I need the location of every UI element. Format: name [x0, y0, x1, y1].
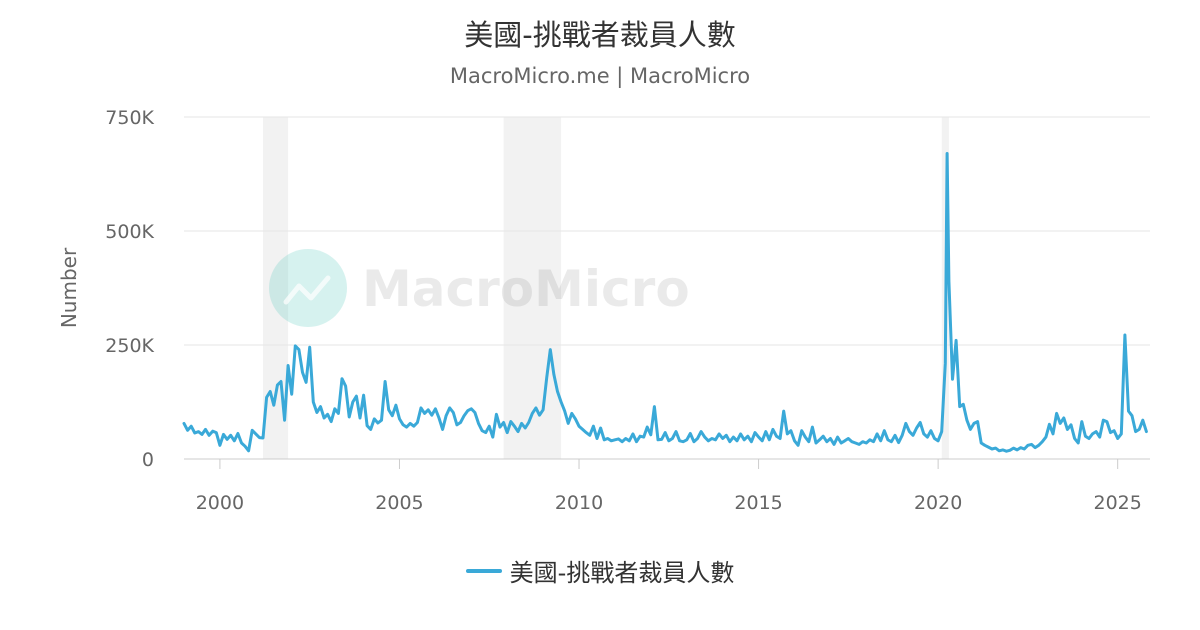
legend-item[interactable]: 美國-挑戰者裁員人數 — [465, 553, 735, 588]
chart-subtitle: MacroMicro.me | MacroMicro — [449, 64, 751, 88]
legend: 美國-挑戰者裁員人數 — [0, 553, 1200, 588]
x-tick-label: 2015 — [734, 492, 782, 514]
legend-swatch — [465, 568, 502, 573]
chart-title: 美國-挑戰者裁員人數 — [464, 18, 736, 52]
x-tick-label: 2025 — [1094, 492, 1142, 514]
watermark-text: MacroMicro — [362, 260, 690, 318]
y-tick-label: 0 — [142, 449, 154, 471]
y-tick-label: 750K — [105, 107, 154, 129]
series-layer — [182, 152, 1148, 453]
x-tick-label: 2005 — [375, 492, 423, 514]
y-axis-ticks: 0 250K 500K 750K — [105, 107, 154, 471]
y-axis-title: Number — [57, 247, 81, 328]
x-tick-label: 2000 — [196, 492, 244, 514]
legend-label: 美國-挑戰者裁員人數 — [509, 559, 735, 587]
x-tick-label: 2020 — [914, 492, 962, 514]
watermark-logo-chart-icon — [283, 275, 331, 305]
recession-band — [503, 117, 562, 459]
x-axis-ticks: 2000 2005 2010 2015 2020 2025 — [196, 459, 1142, 514]
watermark: MacroMicro — [269, 249, 690, 327]
watermark-logo-icon — [269, 249, 347, 327]
x-tick-label: 2010 — [555, 492, 603, 514]
y-tick-label: 250K — [105, 335, 154, 357]
grid-lines — [184, 116, 1150, 346]
series-line — [182, 152, 1148, 453]
y-tick-label: 500K — [105, 221, 154, 243]
